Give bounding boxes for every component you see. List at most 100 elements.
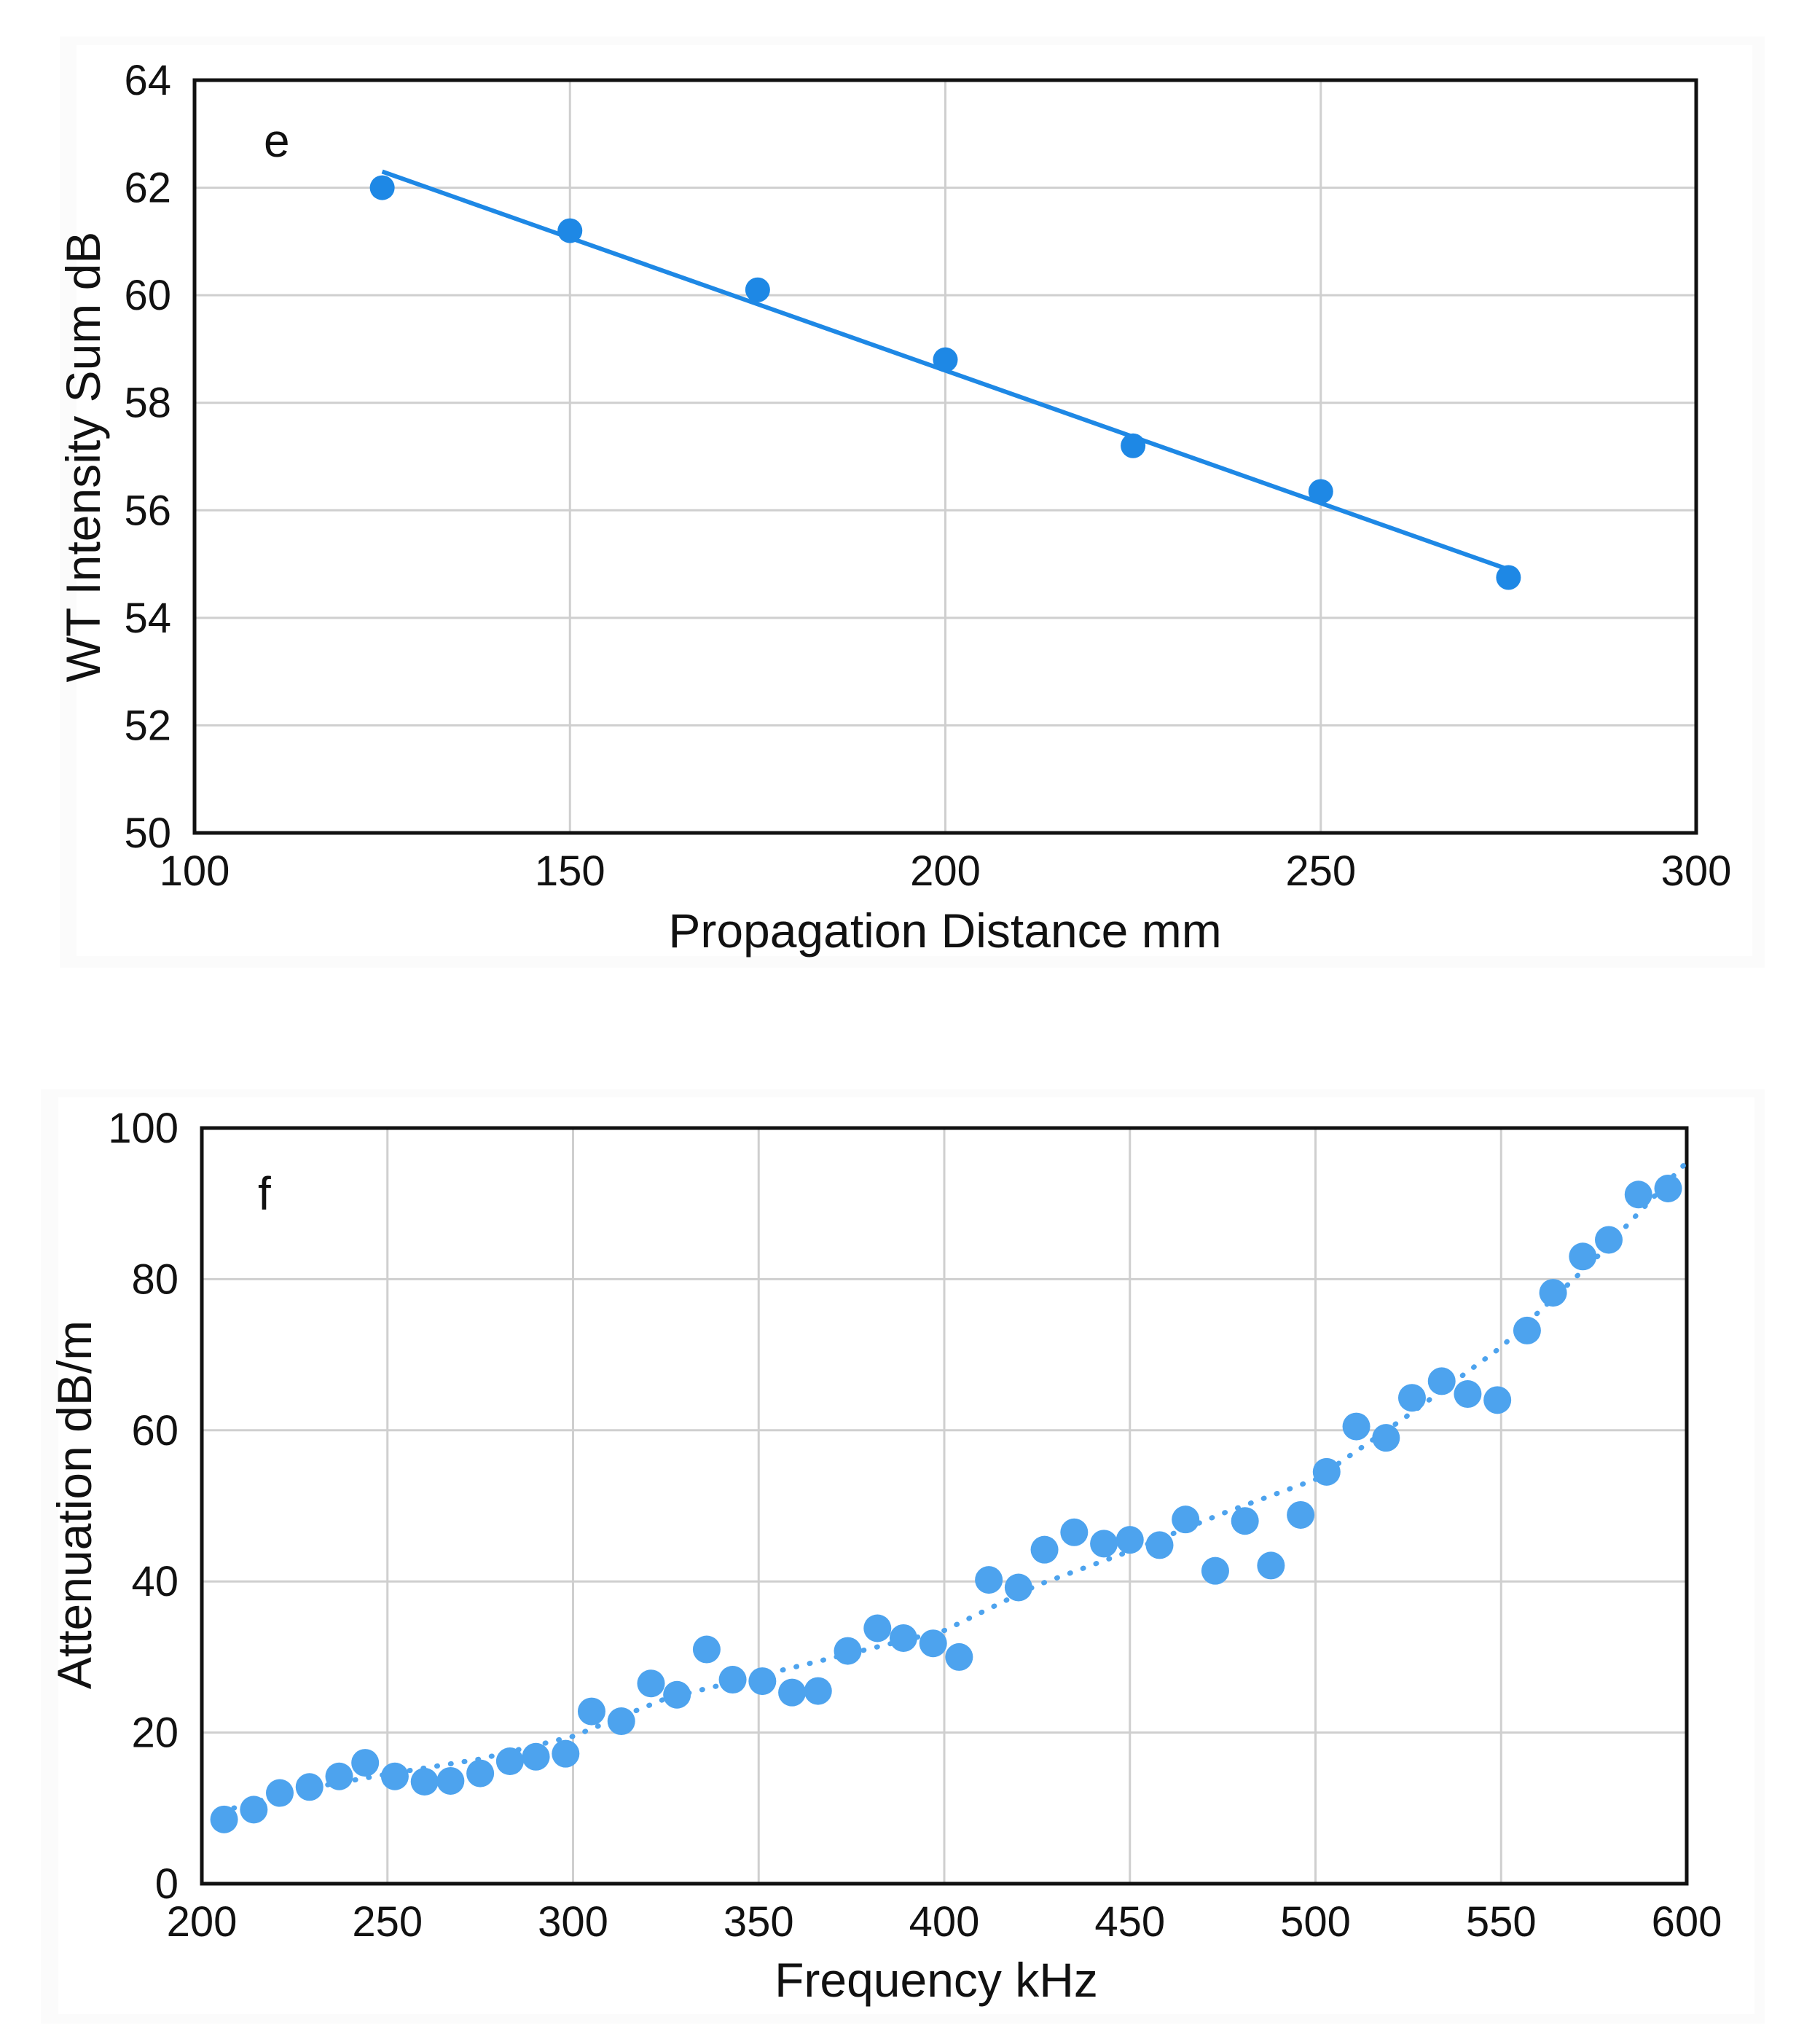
panel-e-y-tick-label: 62 (124, 165, 171, 212)
panel-f-data-point (889, 1624, 917, 1652)
panel-e-y-tick-label: 50 (124, 810, 171, 857)
panel-f-data-point (637, 1669, 665, 1698)
panel-f-data-point (692, 1635, 721, 1664)
panel-f-data-point (1539, 1279, 1567, 1307)
panel-f-data-point (1287, 1500, 1315, 1529)
panel-f-x-ticks: 200 250 300 350 400 450 500 550 600 (167, 1898, 1722, 1946)
panel-e-x-ticks: 100 150 200 250 300 (160, 847, 1732, 895)
panel-e-points-layer (369, 175, 1521, 590)
panel-f-data-point (1145, 1531, 1174, 1559)
panel-f-data-point (663, 1680, 691, 1709)
panel-f-data-point (495, 1747, 524, 1776)
panel-f-data-point (1513, 1316, 1541, 1344)
panel-f-x-tick-label: 550 (1466, 1898, 1537, 1946)
panel-f-data-point (1654, 1174, 1682, 1202)
panel-e-label: e (264, 114, 290, 167)
panel-e-x-tick-label: 250 (1285, 847, 1356, 895)
panel-f-data-point (380, 1762, 409, 1790)
panel-f-data-point (265, 1779, 294, 1807)
panel-f-data-point (1454, 1380, 1482, 1409)
panel-f-y-tick-label: 0 (155, 1860, 179, 1908)
panel-f-data-point (522, 1742, 550, 1771)
panel-f-data-point (1231, 1507, 1259, 1535)
panel-f-data-point (436, 1766, 465, 1795)
panel-f-y-tick-label: 20 (131, 1710, 179, 1757)
panel-f-data-point (351, 1749, 380, 1777)
panel-f-data-point (1397, 1384, 1426, 1412)
panel-e-y-axis-title: WT Intensity Sum dB (56, 232, 110, 683)
panel-f-points-layer (210, 1174, 1682, 1833)
panel-f-inner-backdrop (58, 1097, 1754, 2014)
panel-e-y-tick-label: 54 (124, 595, 171, 642)
panel-e-data-point (369, 175, 395, 200)
panel-e-y-tick-label: 64 (124, 57, 171, 104)
panel-f-x-tick-label: 600 (1652, 1898, 1722, 1946)
panel-f-x-axis-title: Frequency kHz (775, 1953, 1098, 2007)
panel-f-data-point (607, 1707, 635, 1736)
panel-f-y-tick-label: 100 (108, 1105, 179, 1152)
panel-e-y-tick-label: 60 (124, 272, 171, 319)
panel-f-data-point (718, 1666, 747, 1694)
panel-f-data-point (410, 1768, 439, 1796)
panel-e-data-point (1496, 565, 1521, 590)
panel-f-x-tick-label: 200 (167, 1898, 238, 1946)
panel-e-y-tick-label: 52 (124, 702, 171, 749)
panel-e-inner-backdrop (77, 45, 1752, 956)
panel-f-x-tick-label: 450 (1094, 1898, 1165, 1946)
panel-f-label: f (258, 1167, 271, 1220)
panel-f-data-point (919, 1629, 947, 1658)
panel-f-data-point (1060, 1518, 1089, 1546)
panel-e-y-tick-label: 56 (124, 487, 171, 534)
panel-f-x-tick-label: 400 (909, 1898, 980, 1946)
panel-f-data-point (804, 1677, 832, 1705)
panel-f-data-point (1595, 1226, 1623, 1254)
panel-e-plot-frame (192, 78, 1698, 835)
panel-f-x-tick-label: 350 (724, 1898, 794, 1946)
panel-e-y-ticks: 50 52 54 56 58 60 62 64 (124, 57, 171, 857)
panel-f-data-point (1115, 1526, 1144, 1554)
panel-f-data-point (834, 1637, 862, 1665)
panel-e-data-point (1121, 433, 1146, 458)
panel-e-gridlines (195, 80, 1696, 833)
panel-e-x-tick-label: 150 (535, 847, 605, 895)
panel-f-y-tick-label: 40 (131, 1558, 179, 1605)
panel-f-data-point (945, 1642, 973, 1671)
panel-f-data-point (1624, 1180, 1652, 1209)
panel-f-data-point (295, 1773, 323, 1801)
panel-f-data-point (1427, 1367, 1456, 1395)
panel-f-data-point (1483, 1386, 1512, 1414)
panel-f-data-point (1004, 1573, 1032, 1602)
panel-f-plot-frame (200, 1126, 1689, 1886)
panel-f-data-point (1372, 1424, 1400, 1452)
panel-e-y-tick-label: 58 (124, 380, 171, 427)
panel-f-data-point (1257, 1551, 1285, 1580)
panel-f-y-axis-title: Attenuation dB/m (47, 1320, 101, 1689)
panel-f-data-point (325, 1762, 353, 1790)
panel-f-data-point (577, 1697, 605, 1726)
panel-f-data-point (1569, 1242, 1597, 1271)
panel-e-data-point (745, 277, 770, 302)
panel-f-data-point (466, 1759, 495, 1787)
panel-e-x-tick-label: 100 (160, 847, 230, 895)
panel-f-data-point (863, 1614, 892, 1642)
panel-f-x-tick-label: 300 (538, 1898, 608, 1946)
chart-panel-f: 200 250 300 350 400 450 500 550 600 0 20 40 60 80 100… (41, 1089, 1765, 2024)
panel-f-x-tick-label: 250 (352, 1898, 423, 1946)
chart-panel-e: 100 150 200 250 300 50 52 54 56 58 60 62 64 e Propa… (56, 36, 1765, 968)
panel-f-gridlines (202, 1128, 1687, 1884)
panel-f-data-point (552, 1739, 580, 1768)
panel-f-y-tick-label: 60 (131, 1407, 179, 1454)
panel-f-data-point (1090, 1530, 1118, 1558)
panel-e-x-tick-label: 300 (1661, 847, 1732, 895)
panel-f-data-point (210, 1805, 238, 1833)
panel-e-data-point (557, 218, 583, 243)
panel-f-data-point (778, 1678, 807, 1707)
panel-f-data-point (240, 1796, 268, 1824)
panel-f-data-point (1342, 1412, 1370, 1441)
panel-f-data-point (1312, 1457, 1341, 1486)
panel-f-data-point (1172, 1505, 1200, 1534)
panel-f-y-tick-label: 80 (131, 1256, 179, 1303)
panel-f-y-ticks: 0 20 40 60 80 100 (108, 1105, 179, 1908)
panel-e-data-point (933, 347, 958, 372)
